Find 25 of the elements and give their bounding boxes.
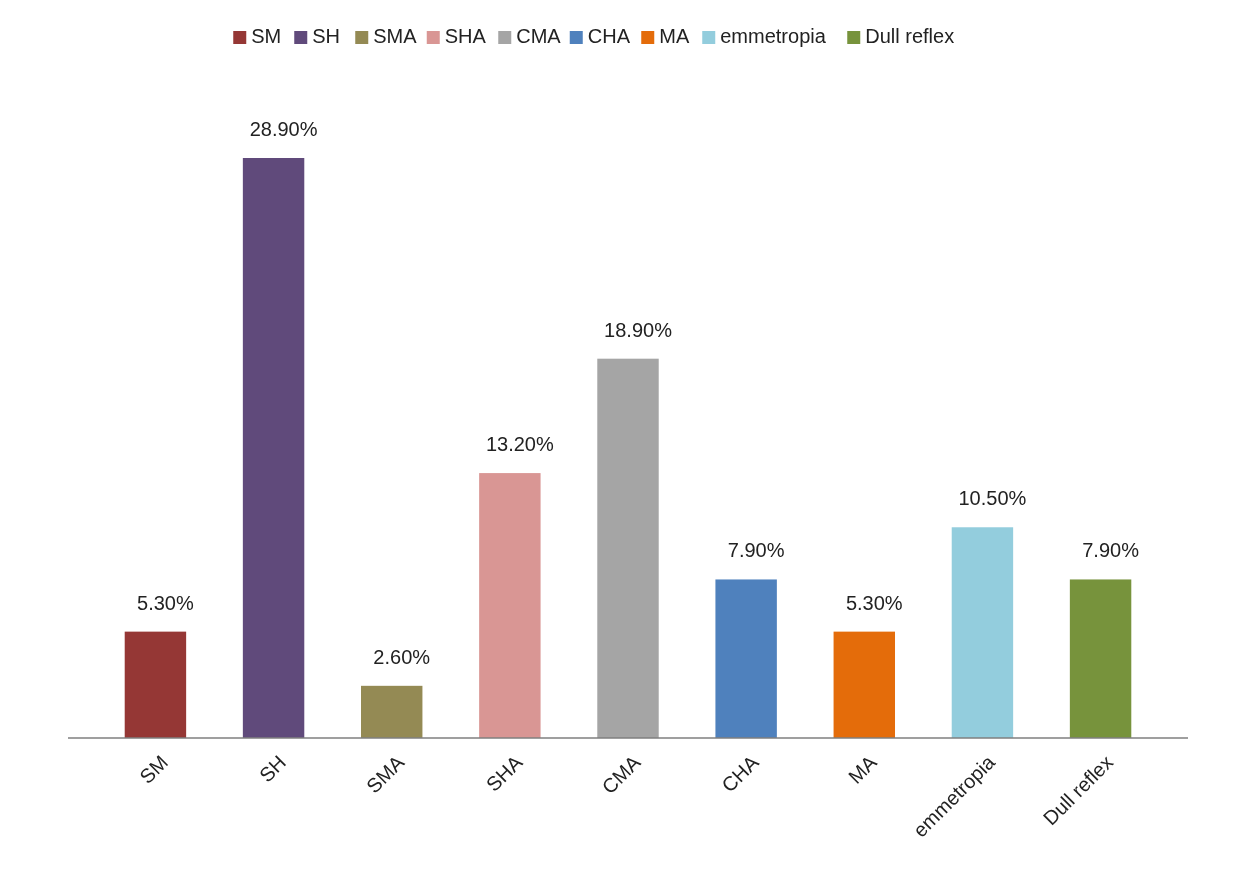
data-label: 7.90% — [1082, 539, 1140, 562]
legend-label: CHA — [587, 25, 631, 48]
data-label: 7.90% — [727, 539, 785, 562]
x-tick-label: SHA — [481, 750, 527, 796]
legend-label: emmetropia — [720, 25, 827, 48]
legend-label: CMA — [516, 25, 562, 48]
data-label: 5.30% — [137, 591, 194, 614]
legend-label: Dull reflex — [865, 25, 955, 48]
legend-label: MA — [659, 25, 690, 48]
data-label: 2.60% — [373, 645, 431, 668]
legend-label: SH — [312, 25, 341, 48]
x-tick-label: SMA — [362, 750, 409, 798]
x-tick-label: MA — [844, 750, 882, 788]
data-label: 13.20% — [485, 433, 554, 456]
x-tick-label: CMA — [597, 750, 646, 798]
legend-label: SMA — [373, 25, 418, 48]
x-tick-label: SM — [135, 751, 172, 788]
x-tick-label: CHA — [717, 750, 764, 797]
x-tick-label: SH — [254, 751, 291, 787]
legend-label: SM — [251, 25, 282, 48]
data-label: 5.30% — [845, 591, 903, 614]
data-label: 10.50% — [958, 487, 1027, 510]
data-label: 18.90% — [604, 318, 673, 341]
data-label: 28.90% — [249, 118, 318, 140]
legend-label: SHA — [444, 25, 487, 48]
